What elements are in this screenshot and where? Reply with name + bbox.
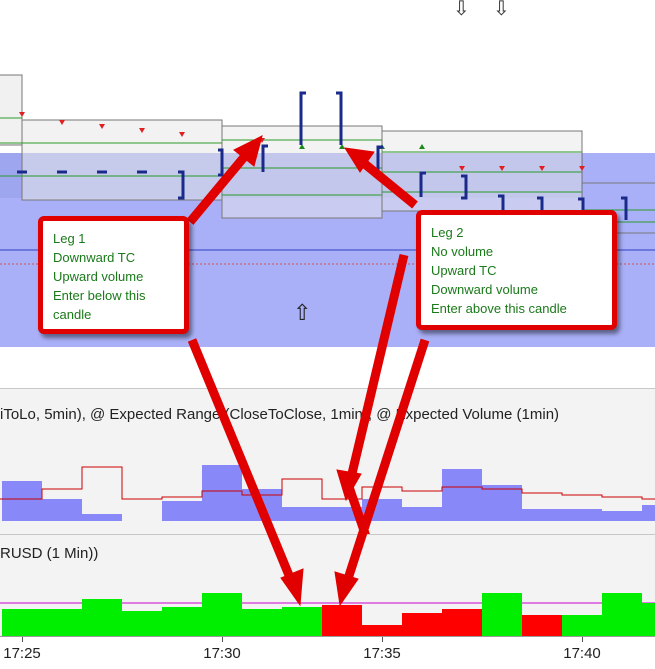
callout-leg2-line: Upward TC: [431, 263, 497, 278]
down-arrow-icon: ⇩: [453, 0, 470, 20]
expected-range-panel[interactable]: iToLo, 5min), @ Expected Range (CloseToC…: [0, 388, 655, 535]
time-label: 17:25: [3, 645, 41, 662]
callout-leg1-line: Enter below this: [53, 288, 146, 303]
range-box: [21, 119, 223, 201]
callout-leg1-line: Upward volume: [53, 269, 144, 284]
expected-range-svg: [0, 465, 655, 535]
volume-svg: [0, 593, 655, 637]
candles: [17, 91, 628, 220]
time-label: 17:30: [203, 645, 241, 662]
time-label: 17:40: [563, 645, 601, 662]
time-tick: [22, 637, 23, 642]
callout-leg2-line: Enter above this candle: [431, 301, 567, 316]
callout-leg2-line: No volume: [431, 244, 494, 259]
volume-panel[interactable]: RUSD (1 Min)): [0, 534, 655, 637]
time-axis[interactable]: 17:25 17:30 17:35 17:40: [0, 636, 655, 669]
time-label: 17:35: [363, 645, 401, 662]
callout-pointer-arrows: [186, 135, 418, 225]
callout-leg1-line: Leg 1: [53, 231, 86, 246]
volume-panel-title: RUSD (1 Min)): [0, 545, 99, 562]
callout-leg2-line: Downward volume: [431, 282, 538, 297]
up-arrow-icon: ⇧: [293, 300, 312, 325]
time-tick: [582, 637, 583, 642]
expected-range-line: [0, 466, 655, 500]
callout-leg1-line: Downward TC: [53, 250, 136, 265]
callout-leg2: Leg 2 No volume Upward TC Downward volum…: [416, 210, 617, 330]
time-tick: [382, 637, 383, 642]
callout-leg1: Leg 1 Downward TC Upward volume Enter be…: [38, 216, 189, 334]
red-down-markers: [19, 112, 585, 171]
down-arrow-icon: ⇩: [493, 0, 510, 20]
callout-leg1-line: candle: [53, 307, 92, 322]
time-tick: [222, 637, 223, 642]
callout-leg2-line: Leg 2: [431, 225, 464, 240]
range-box: [0, 74, 23, 146]
volume-bars: [2, 593, 655, 637]
